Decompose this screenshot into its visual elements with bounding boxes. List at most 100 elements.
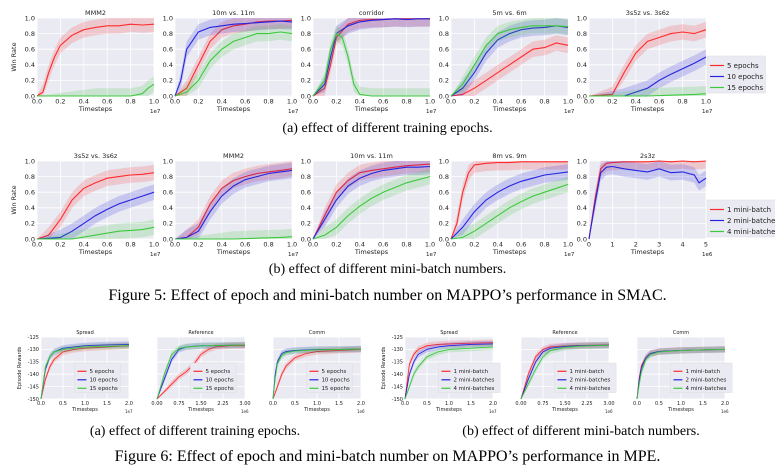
series-line-green [312, 176, 431, 240]
series-band-green [273, 345, 361, 399]
series-line-red [450, 42, 569, 97]
x-axis-label: Timesteps [354, 105, 389, 113]
series-line-red [404, 342, 494, 400]
x-tick-label: 0 [587, 241, 591, 249]
x-tick-label: 2.25 [581, 401, 592, 407]
y-tick-label: 0.0 [577, 92, 587, 100]
legend-label: 15 epochs [321, 386, 349, 392]
y-axis-label: Win Rate [10, 42, 18, 71]
chart-title: Comm [309, 330, 325, 336]
x-tick-label: 1.0 [149, 98, 159, 106]
series-line-blue [404, 343, 494, 400]
legend-box [306, 362, 353, 393]
x-tick-label: 0.8 [401, 98, 411, 106]
series-line-green [37, 226, 155, 240]
x-tick-label: 0.0 [308, 98, 318, 106]
chart-b3: 0.0 0.2 0.4 0.6 0.8 1.0 0.0 0.2 0.4 0.6 0.8 1.0 10m … [301, 152, 437, 258]
x-tick-label: 0.5 [655, 401, 663, 407]
y-tick-label: 0.8 [301, 173, 311, 181]
x-tick-label: 3.00 [239, 401, 250, 407]
x-tick-label: 1.0 [149, 241, 159, 249]
y-tick-label: 1.0 [25, 157, 35, 165]
y-tick-label: 0.0 [301, 92, 311, 100]
series-band-red [37, 18, 154, 96]
x-tick-label: 2.0 [721, 401, 729, 407]
legend-label: 4 mini-batches [685, 386, 726, 392]
y-tick-label: -145 [28, 384, 39, 390]
y-tick-label: 0.0 [439, 92, 449, 100]
series-band-green [637, 346, 725, 399]
legend-label: 10 epochs [89, 378, 117, 384]
series-band-blue [37, 184, 154, 239]
y-axis-label: Episode Rewards [381, 346, 387, 389]
series-band-red [521, 341, 609, 399]
x-tick-label: 0.8 [539, 241, 549, 249]
x-tick-label: 3 [657, 241, 661, 249]
y-tick-label: 0.4 [163, 204, 173, 212]
y-tick-label: 0.6 [163, 188, 173, 196]
legend-label: 2 mini-batches [569, 378, 610, 384]
series-band-green [175, 228, 292, 239]
y-tick-label: 1.0 [163, 14, 173, 22]
series-line-green [404, 346, 494, 400]
series-band-blue [175, 162, 292, 239]
y-tick-label: 0.2 [25, 220, 35, 228]
y-tick-label: 0.6 [577, 45, 587, 53]
series-band-green [175, 24, 292, 97]
legend-label: 5 epochs [321, 369, 346, 375]
chart-title: 3s5z vs. 3s6z [74, 152, 118, 160]
x-axis-label: Timesteps [354, 248, 389, 256]
y-tick-label: 0.4 [163, 61, 173, 69]
y-tick-label: 0.4 [577, 204, 587, 212]
legend-label: 15 epochs [727, 84, 763, 92]
plot-area [589, 18, 706, 96]
y-tick-label: 0.8 [577, 173, 587, 181]
series-line-red [450, 161, 568, 240]
series-band-red [405, 339, 493, 399]
series-band-red [589, 21, 706, 96]
x-axis-exponent: 1e7 [288, 252, 299, 258]
y-tick-label: 0.6 [577, 188, 587, 196]
legend-c1: 5 epochs 10 epochs 15 epochs [74, 362, 121, 393]
series-line-red [588, 160, 707, 240]
series-band-green [405, 343, 493, 399]
y-tick-label: 0.6 [301, 45, 311, 53]
legend-d2: 1 mini-batch 2 mini-batches 4 mini-batches [554, 362, 617, 393]
x-tick-label: 0.75 [173, 401, 184, 407]
series-line-red [312, 163, 431, 240]
y-tick-label: -150 [392, 397, 403, 403]
y-tick-label: 0.8 [439, 173, 449, 181]
x-tick-label: 0.0 [170, 241, 180, 249]
x-tick-label: 0.5 [291, 401, 299, 407]
x-axis-exponent: 1e7 [489, 409, 497, 414]
x-tick-label: 0.5 [423, 401, 431, 407]
legend-label: 5 epochs [727, 62, 759, 70]
legend-label: 1 mini-batch [685, 369, 720, 375]
x-axis-label: Timesteps [667, 407, 694, 413]
chart-b4: 0.0 0.2 0.4 0.6 0.8 1.0 0.0 0.2 0.4 0.6 0.8 1.0 8m v… [439, 152, 575, 258]
y-tick-label: 0.8 [163, 173, 173, 181]
series-band-blue [405, 340, 493, 399]
series-band-red [313, 161, 430, 239]
x-tick-label: 0.0 [446, 241, 456, 249]
x-axis-exponent: 1e7 [150, 252, 161, 258]
series-line-green [156, 344, 246, 400]
series-line-green [450, 183, 569, 240]
series-band-red [175, 161, 292, 239]
x-axis-exponent: 1e7 [288, 109, 299, 115]
y-tick-label: 0.4 [301, 204, 311, 212]
x-axis-label: Timesteps [492, 105, 527, 113]
x-tick-label: 0.8 [539, 98, 549, 106]
series-band-red [41, 342, 129, 399]
chart-title: Reference [188, 330, 213, 336]
y-tick-label: -125 [392, 335, 403, 341]
y-tick-label: 0.2 [577, 77, 587, 85]
series-line-blue [450, 171, 569, 240]
series-line-red [312, 18, 430, 97]
series-band-green [37, 76, 154, 96]
x-tick-label: 0.4 [217, 241, 227, 249]
x-tick-label: 1 [610, 241, 614, 249]
series-line-red [156, 345, 245, 400]
y-tick-label: 0.8 [577, 30, 587, 38]
legend-label: 5 epochs [89, 369, 114, 375]
